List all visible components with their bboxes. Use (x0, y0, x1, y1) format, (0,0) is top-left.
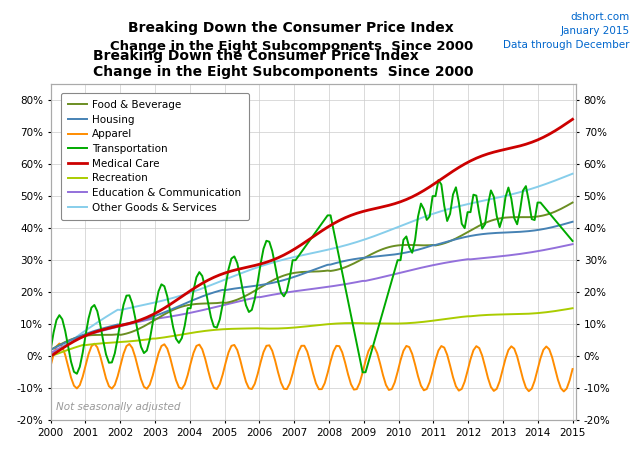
Text: Change in the Eight Subcomponents  Since 2000: Change in the Eight Subcomponents Since … (110, 40, 473, 53)
Legend: Food & Beverage, Housing, Apparel, Transportation, Medical Care, Recreation, Edu: Food & Beverage, Housing, Apparel, Trans… (61, 92, 249, 220)
Text: Not seasonally adjusted: Not seasonally adjusted (56, 402, 180, 412)
Text: Breaking Down the Consumer Price Index
Change in the Eight Subcomponents  Since : Breaking Down the Consumer Price Index C… (92, 49, 473, 79)
Text: Breaking Down the Consumer Price Index: Breaking Down the Consumer Price Index (128, 21, 454, 35)
Text: Data through December: Data through December (503, 40, 630, 50)
Text: dshort.com: dshort.com (570, 12, 630, 21)
Text: January 2015: January 2015 (561, 26, 630, 35)
